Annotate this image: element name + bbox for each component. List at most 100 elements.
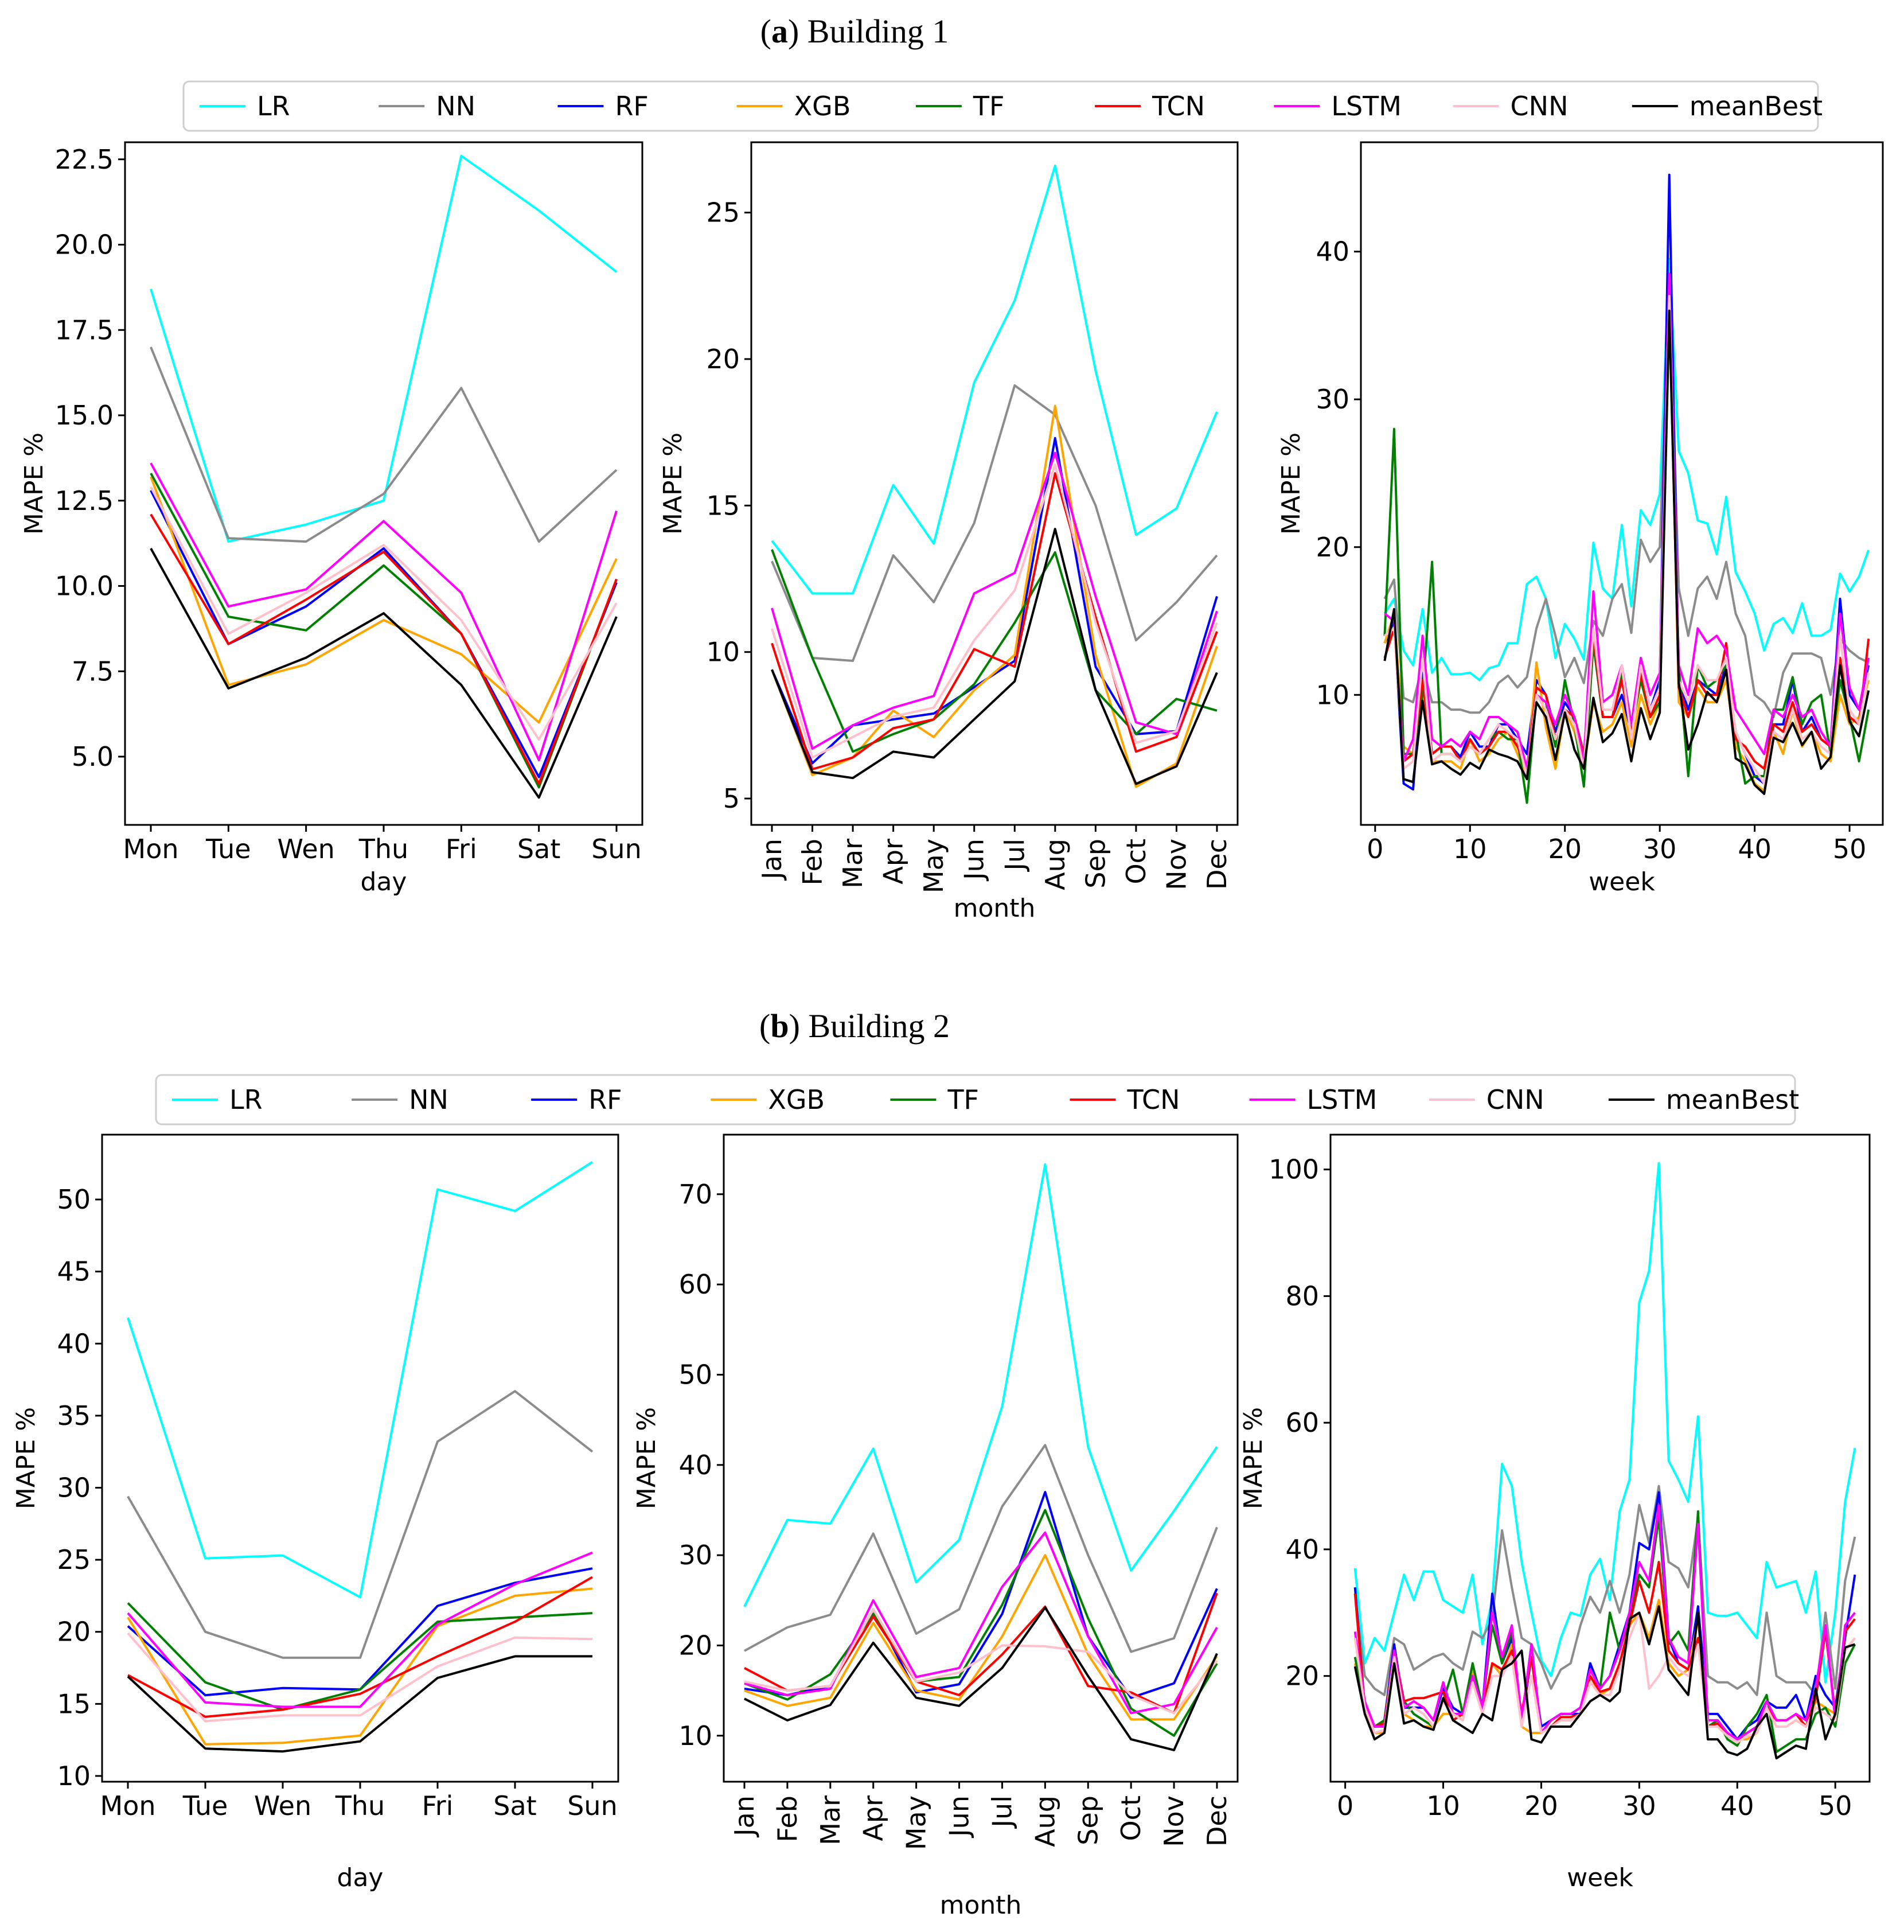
x-tick-label: Oct [1115, 1795, 1146, 1841]
series-line-cnn [150, 486, 618, 741]
series-line-meanbest [1353, 1605, 1856, 1760]
legend-frame [155, 1074, 1796, 1125]
y-tick-label: 20 [678, 1630, 712, 1661]
x-tick-label: Wen [254, 1790, 311, 1821]
x-tick-label: Jun [944, 1795, 975, 1838]
x-tick-label: Jun [959, 839, 990, 882]
series-line-cnn [771, 463, 1218, 759]
y-tick-label: 5 [723, 783, 740, 814]
series-line-lr [1353, 1162, 1856, 1684]
legend-label-tcn: TCN [1152, 91, 1205, 122]
series-line-nn [150, 346, 618, 543]
y-tick-label: 25 [706, 197, 740, 228]
legend-label-tf: TF [947, 1084, 979, 1115]
panel-a-legend: LR NN RF XGB TF TCN LSTM CNN meanBest [182, 80, 1823, 132]
x-tick-label: Feb [797, 839, 828, 885]
series-line-cnn [744, 1608, 1218, 1715]
series-line-lr [127, 1161, 594, 1599]
series-line-xgb [150, 476, 618, 724]
y-tick-label: 25 [57, 1544, 91, 1575]
x-tick-label: Jul [999, 839, 1030, 872]
x-tick-label: 20 [1548, 833, 1582, 864]
x-tick-label: Jul [986, 1795, 1017, 1829]
y-tick-label: 40 [678, 1450, 712, 1481]
y-tick-label: 30 [678, 1540, 712, 1571]
y-axis-label: MAPE % [1277, 433, 1306, 535]
y-tick-label: 40 [1285, 1534, 1319, 1565]
x-tick-label: Wen [278, 833, 335, 864]
y-tick-label: 22.5 [55, 144, 114, 175]
plot-frame [750, 141, 1239, 826]
x-tick-label: 20 [1524, 1790, 1558, 1821]
legend-label-rf: RF [615, 91, 648, 122]
panel-b-title: (b) Building 2 [759, 1007, 950, 1045]
y-axis-label: MAPE % [632, 1407, 661, 1509]
x-tick-label: 40 [1738, 833, 1772, 864]
series-line-cnn [1384, 294, 1870, 785]
y-tick-label: 10 [57, 1760, 91, 1791]
series-line-rf [127, 1567, 593, 1697]
x-tick-label: May [901, 1795, 932, 1850]
y-tick-label: 50 [57, 1184, 91, 1215]
legend-label-xgb: XGB [768, 1084, 825, 1115]
x-tick-label: Tue [205, 833, 251, 864]
series-line-rf [771, 437, 1218, 765]
series-line-tcn [771, 472, 1218, 770]
y-tick-label: 40 [57, 1328, 91, 1359]
x-tick-label: 50 [1819, 1790, 1852, 1821]
legend-label-lstm: LSTM [1331, 91, 1402, 122]
series-line-meanbest [771, 528, 1218, 785]
y-tick-label: 30 [1316, 384, 1349, 415]
y-tick-label: 15.0 [55, 400, 114, 431]
series-line-nn [127, 1390, 594, 1659]
series-line-nn [1353, 1485, 1856, 1696]
x-tick-label: 0 [1337, 1790, 1353, 1821]
series-line-rf [1353, 1491, 1856, 1741]
x-tick-label: 40 [1720, 1790, 1754, 1821]
series-line-lstm [771, 451, 1218, 750]
series-line-tf [150, 473, 618, 789]
y-axis-label: MAPE % [1239, 1407, 1268, 1509]
panel-a-title: (a) Building 1 [760, 13, 949, 50]
series-line-tcn [744, 1592, 1218, 1715]
y-tick-label: 10 [678, 1720, 712, 1751]
x-axis-label: day [361, 867, 407, 897]
series-line-lstm [150, 462, 618, 761]
x-axis-label: week [1589, 867, 1655, 897]
series-line-rf [1383, 173, 1870, 791]
legend-label-nn: NN [409, 1084, 448, 1115]
y-tick-label: 15 [706, 490, 740, 521]
y-axis-label: MAPE % [11, 1407, 41, 1509]
y-tick-label: 60 [1285, 1407, 1319, 1438]
y-tick-label: 80 [1285, 1280, 1319, 1311]
legend-label-lr: LR [257, 91, 290, 122]
x-tick-label: Aug [1040, 839, 1071, 890]
panel-b-week-chart: week MAPE % 20 40 60 80 100 0 10 20 30 40 50 [1239, 1134, 1871, 1892]
y-tick-label: 60 [678, 1269, 712, 1300]
x-tick-label: Jan [729, 1795, 760, 1838]
y-tick-label: 100 [1269, 1154, 1319, 1185]
panel-a-month-chart: month MAPE % 5 10 15 20 25 Jan Feb Mar Apr May Jun… [658, 141, 1239, 923]
series-line-lr [150, 154, 618, 543]
y-tick-label: 20 [57, 1617, 91, 1647]
x-tick-label: 0 [1367, 833, 1383, 864]
x-tick-label: Sun [567, 1790, 618, 1821]
x-tick-label: Jan [756, 839, 787, 881]
x-tick-label: 50 [1833, 833, 1867, 864]
x-tick-label: 30 [1622, 1790, 1656, 1821]
series-line-lr [743, 1163, 1218, 1607]
series-line-tf [127, 1602, 593, 1711]
series-line-tcn [1353, 1561, 1856, 1741]
x-tick-label: Oct [1121, 839, 1152, 885]
legend-label-meanbest: meanBest [1690, 91, 1823, 122]
x-tick-label: Dec [1201, 839, 1232, 890]
y-tick-label: 17.5 [55, 314, 114, 345]
series-line-nn [1383, 280, 1870, 718]
legend-label-rf: RF [588, 1084, 622, 1115]
y-tick-label: 20 [706, 344, 740, 375]
x-tick-label: Mar [815, 1795, 846, 1845]
series-line-meanbest [150, 548, 618, 799]
y-tick-label: 7.5 [72, 656, 114, 687]
series-line-xgb [1353, 1599, 1856, 1741]
panel-b-month-chart: month MAPE % 10 20 30 40 50 60 70 Jan Feb Mar Apr M… [632, 1134, 1239, 1920]
